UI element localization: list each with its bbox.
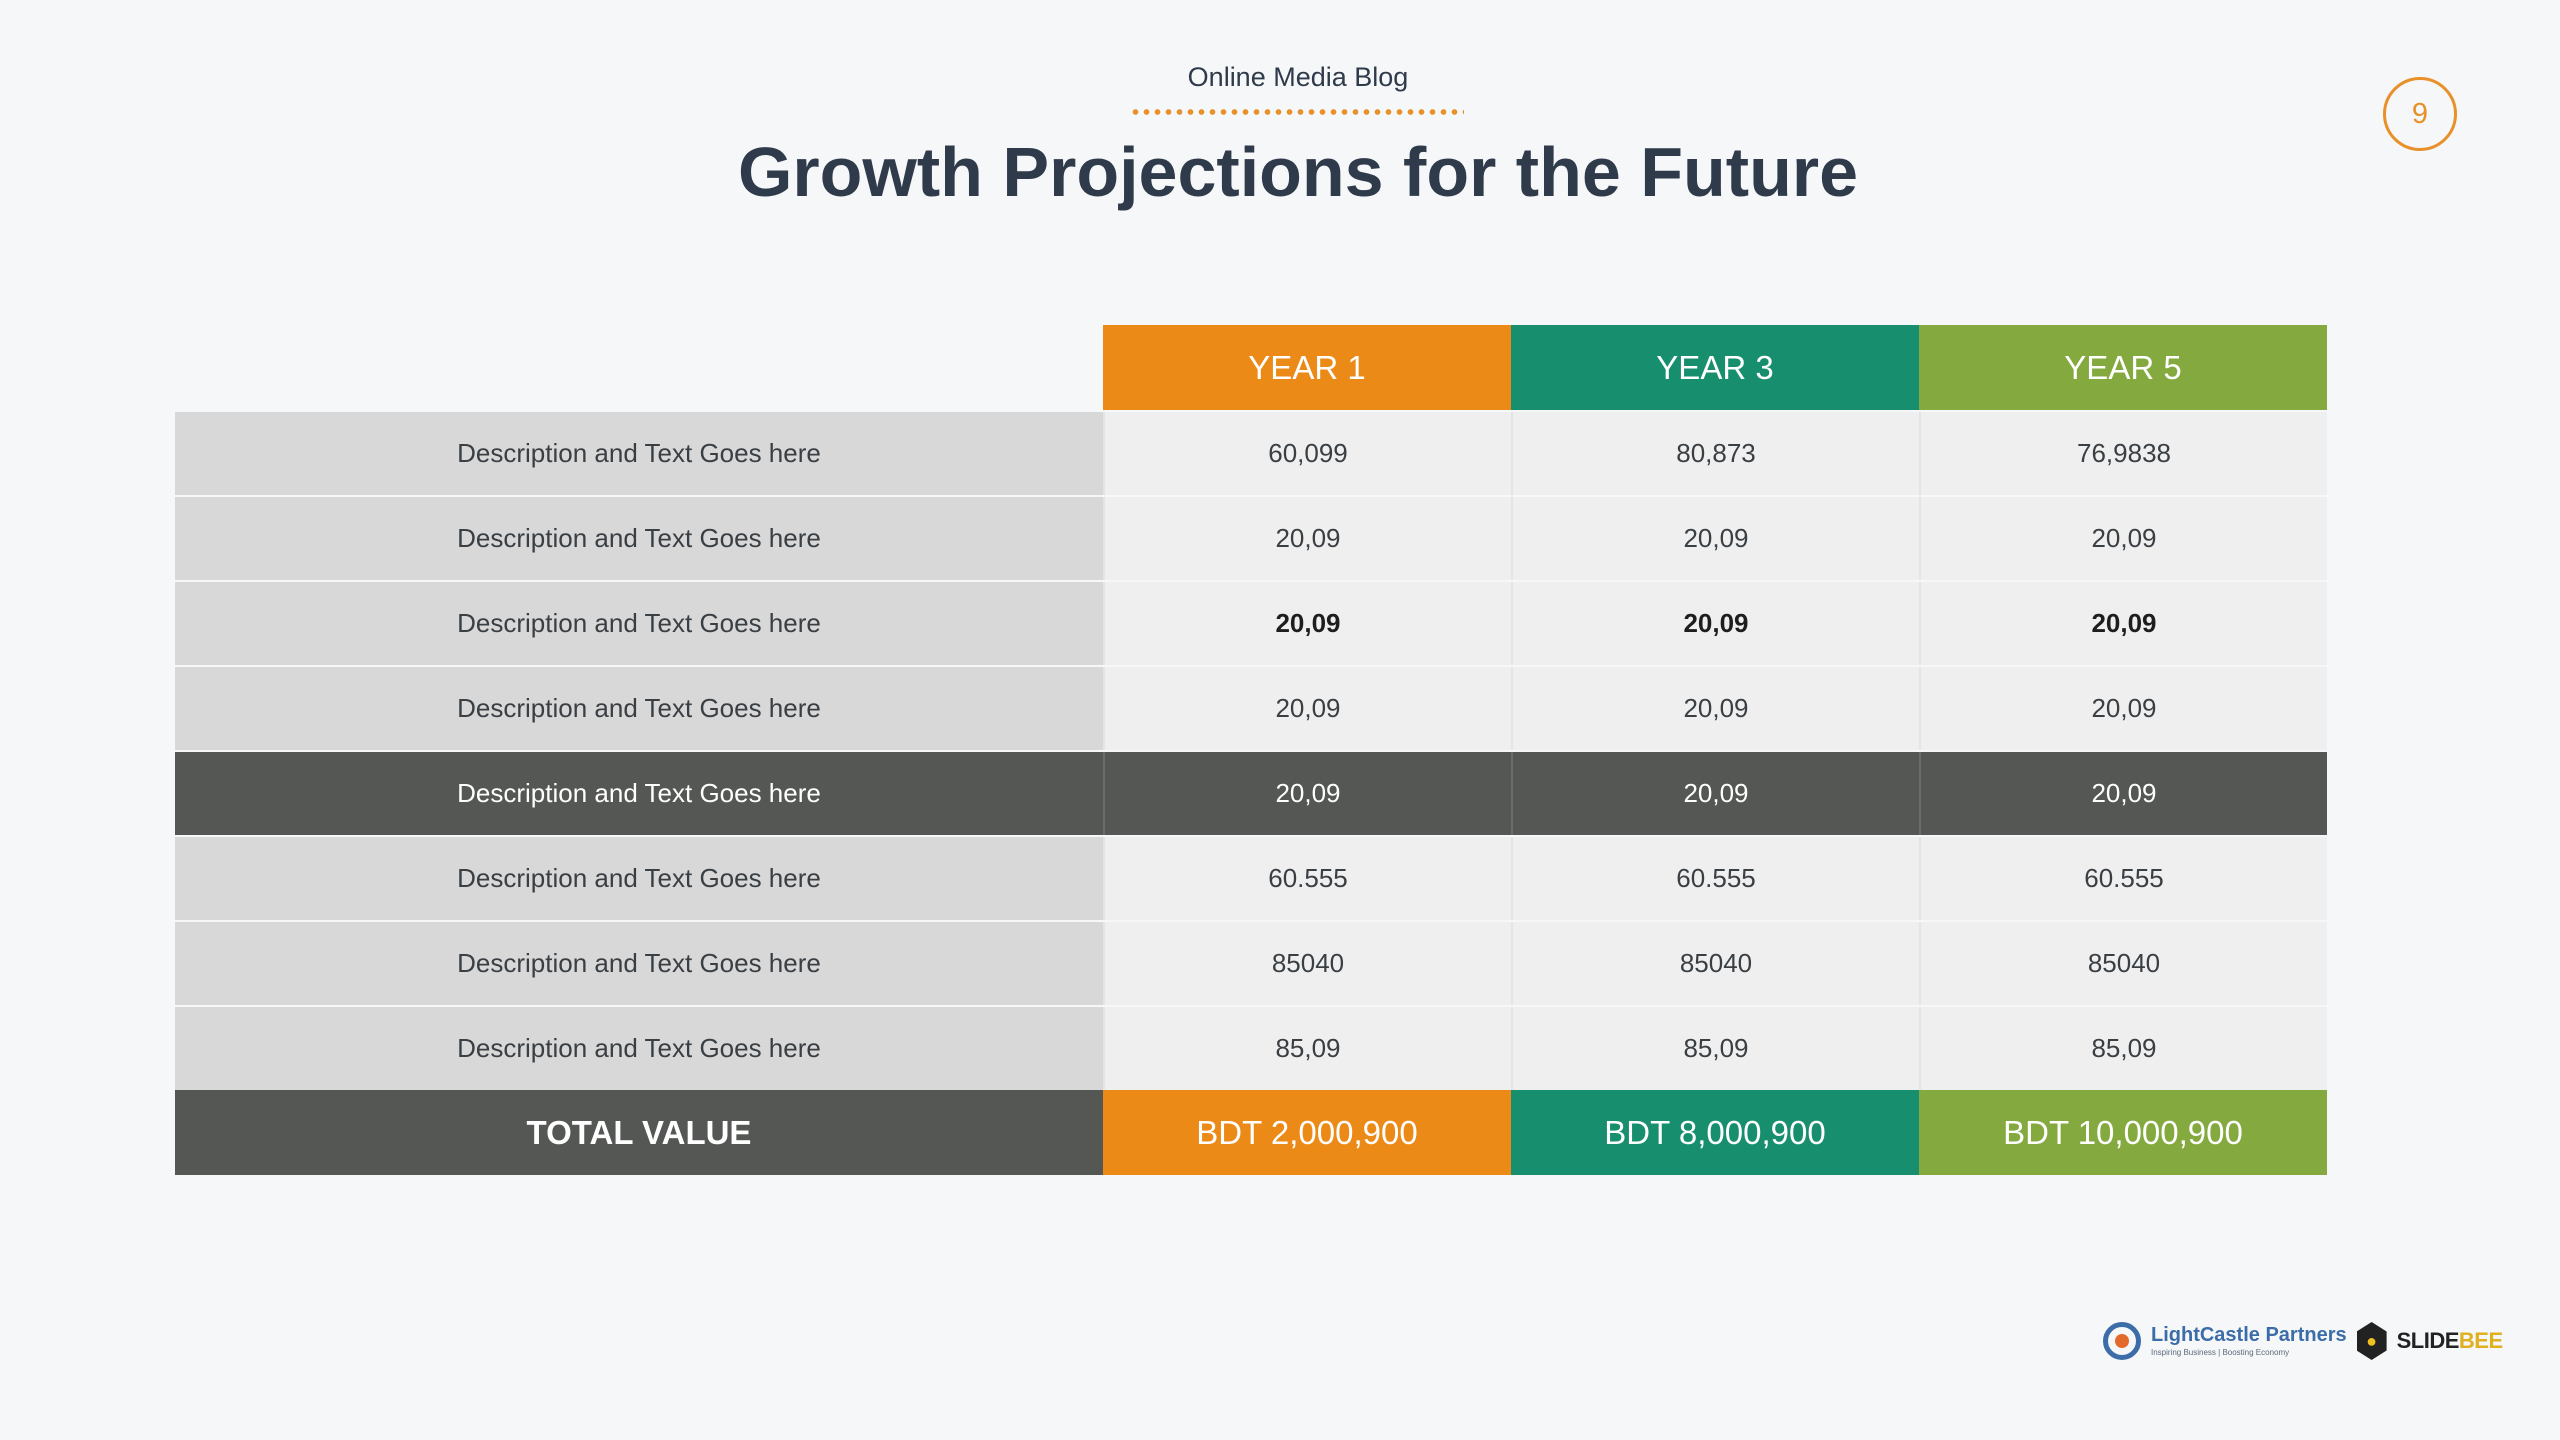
cell-year-1: 20,09: [1103, 667, 1511, 750]
lightcastle-tagline: Inspiring Business | Boosting Economy: [2151, 1348, 2290, 1357]
cell-year-5: 20,09: [1919, 667, 2327, 750]
table-row-highlighted: Description and Text Goes here 20,09 20,…: [175, 750, 2328, 835]
row-label: Description and Text Goes here: [175, 922, 1103, 1005]
row-label: Description and Text Goes here: [175, 1007, 1103, 1090]
row-label: Description and Text Goes here: [175, 412, 1103, 495]
row-label: Description and Text Goes here: [175, 837, 1103, 920]
cell-year-1: 60,099: [1103, 412, 1511, 495]
slidebee-name-a: SLIDE: [2396, 1328, 2460, 1353]
table-row: Description and Text Goes here 60.555 60…: [175, 835, 2328, 920]
page-subtitle: Online Media Blog: [1187, 62, 1409, 92]
cell-year-1: 20,09: [1103, 582, 1511, 665]
total-year-5: BDT 10,000,900: [1919, 1090, 2327, 1175]
cell-year-5: 85040: [1919, 922, 2327, 1005]
cell-year-1: 85,09: [1103, 1007, 1511, 1090]
dotted-divider: [1130, 109, 1464, 115]
cell-year-1: 60.555: [1103, 837, 1511, 920]
row-label: Description and Text Goes here: [175, 497, 1103, 580]
total-year-1: BDT 2,000,900: [1103, 1090, 1511, 1175]
table-row: Description and Text Goes here 60,099 80…: [175, 410, 2328, 495]
cell-year-5: 20,09: [1919, 497, 2327, 580]
slidebee-name-b: BEE: [2458, 1328, 2503, 1353]
table-row: Description and Text Goes here 20,09 20,…: [175, 495, 2328, 580]
cell-year-5: 20,09: [1919, 752, 2327, 835]
lightcastle-logo-text: LightCastle Partners Inspiring Business …: [2151, 1325, 2347, 1357]
header-empty-cell: [175, 325, 1103, 410]
page-title: Growth Projections for the Future: [737, 133, 1859, 211]
table-total-row: TOTAL VALUE BDT 2,000,900 BDT 8,000,900 …: [175, 1090, 2328, 1175]
total-label: TOTAL VALUE: [175, 1090, 1103, 1175]
cell-year-3: 85040: [1511, 922, 1919, 1005]
row-label: Description and Text Goes here: [175, 582, 1103, 665]
table-row: Description and Text Goes here 85,09 85,…: [175, 1005, 2328, 1090]
cell-year-1: 20,09: [1103, 497, 1511, 580]
cell-year-1: 20,09: [1103, 752, 1511, 835]
lightcastle-name: LightCastle Partners: [2151, 1324, 2347, 1346]
column-header-year-3: YEAR 3: [1511, 325, 1919, 410]
cell-year-3: 20,09: [1511, 752, 1919, 835]
table-row: Description and Text Goes here 20,09 20,…: [175, 580, 2328, 665]
cell-year-3: 85,09: [1511, 1007, 1919, 1090]
cell-year-5: 60.555: [1919, 837, 2327, 920]
cell-year-3: 20,09: [1511, 497, 1919, 580]
page-number-badge: 9: [2383, 77, 2457, 151]
table-header-row: YEAR 1 YEAR 3 YEAR 5: [175, 325, 2328, 410]
cell-year-3: 60.555: [1511, 837, 1919, 920]
cell-year-3: 80,873: [1511, 412, 1919, 495]
slidebee-logo-icon: ●: [2356, 1322, 2387, 1360]
cell-year-5: 20,09: [1919, 582, 2327, 665]
cell-year-1: 85040: [1103, 922, 1511, 1005]
column-header-year-5: YEAR 5: [1919, 325, 2327, 410]
projection-table: YEAR 1 YEAR 3 YEAR 5 Description and Tex…: [175, 325, 2328, 1175]
table-row: Description and Text Goes here 20,09 20,…: [175, 665, 2328, 750]
slidebee-logo-text: SLIDEBEE: [2396, 1328, 2504, 1354]
table-row: Description and Text Goes here 85040 850…: [175, 920, 2328, 1005]
row-label: Description and Text Goes here: [175, 752, 1103, 835]
cell-year-5: 76,9838: [1919, 412, 2327, 495]
row-label: Description and Text Goes here: [175, 667, 1103, 750]
total-year-3: BDT 8,000,900: [1511, 1090, 1919, 1175]
lightcastle-logo-icon: [2103, 1322, 2141, 1360]
column-header-year-1: YEAR 1: [1103, 325, 1511, 410]
cell-year-3: 20,09: [1511, 667, 1919, 750]
footer-logos: LightCastle Partners Inspiring Business …: [2103, 1316, 2503, 1366]
cell-year-5: 85,09: [1919, 1007, 2327, 1090]
cell-year-3: 20,09: [1511, 582, 1919, 665]
